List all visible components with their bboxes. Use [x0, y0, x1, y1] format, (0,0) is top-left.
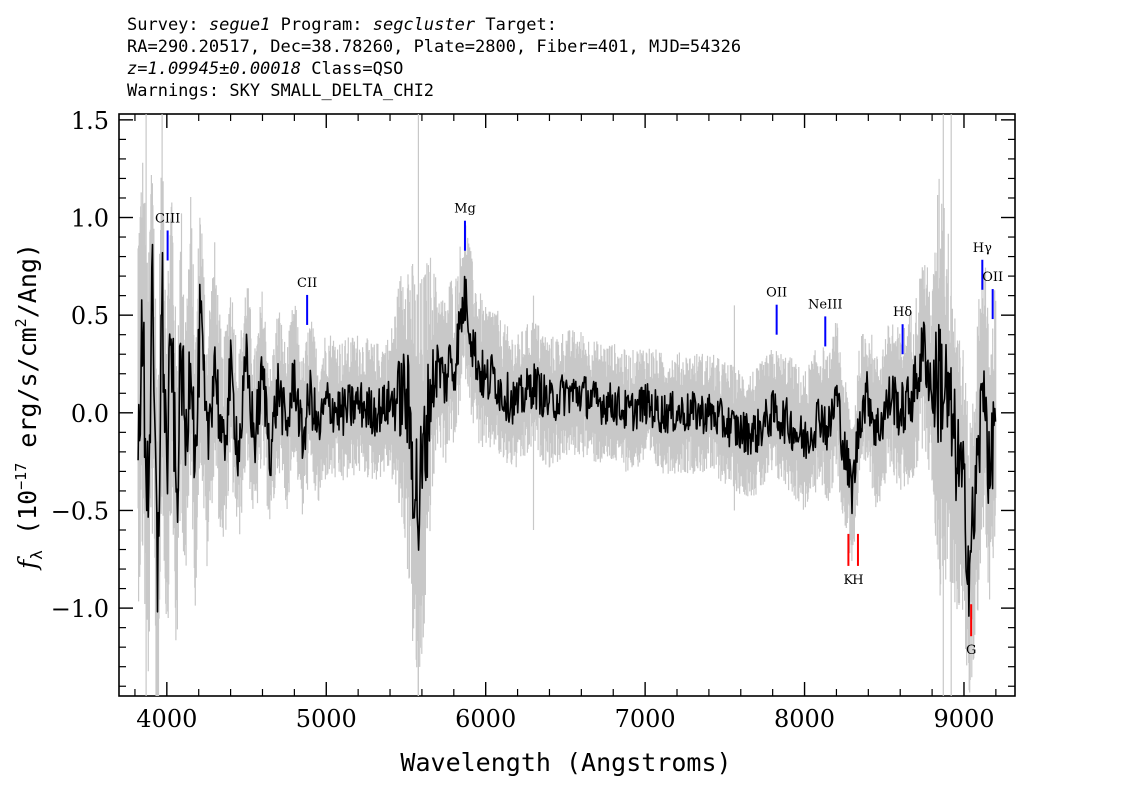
- emission-line-label: OII: [982, 270, 1003, 285]
- y-axis-title: fλ (10−17 erg/s/cm2/Ang): [12, 243, 46, 571]
- absorption-line-label: G: [966, 643, 976, 658]
- y-tick-label: −0.5: [51, 497, 109, 525]
- x-tick-label: 4000: [136, 705, 197, 733]
- x-tick-label: 7000: [615, 705, 676, 733]
- flux-line: [137, 243, 997, 617]
- x-axis-title: Wavelength (Angstroms): [400, 748, 731, 777]
- y-tick-label: 1.5: [71, 107, 109, 135]
- emission-line-label: CII: [297, 276, 317, 291]
- emission-line-label: CIII: [155, 211, 180, 226]
- axes-layer: 4000 5000 6000 7000 8000 9000 −1.0 −0.5 0.0 0.5 1.…: [51, 107, 1016, 733]
- header-warnings: Warnings: SKY SMALL_DELTA_CHI2: [127, 81, 435, 101]
- class-value: Class=QSO: [311, 59, 404, 79]
- x-tick-label: 9000: [933, 705, 994, 733]
- emission-line-label: OII: [766, 286, 787, 301]
- header-coords: RA=290.20517, Dec=38.78260, Plate=2800, …: [127, 37, 742, 57]
- header-line-3: z=1.09945±0.00018 Class=QSO: [127, 58, 741, 80]
- y-tick-label: 1.0: [71, 205, 109, 233]
- plot-frame: [118, 113, 1016, 697]
- y-tick-label: −1.0: [51, 595, 109, 623]
- marks-layer: [137, 114, 997, 696]
- emission-line-label: Hγ: [973, 241, 992, 256]
- absorption-line-label: K: [844, 573, 854, 588]
- emission-line-label: NeIII: [808, 297, 842, 312]
- program-value: segcluster: [372, 15, 476, 35]
- x-tick-label: 6000: [455, 705, 516, 733]
- absorption-line-label: H: [852, 573, 863, 588]
- header-line-1: Survey: segue1 Program: segcluster Targe…: [127, 15, 557, 35]
- emission-line-label: Mg: [454, 202, 476, 217]
- x-tick-label: 5000: [296, 705, 357, 733]
- survey-value: segue1: [208, 15, 271, 35]
- y-tick-label: 0.5: [71, 302, 109, 330]
- emission-line-label: Hδ: [893, 305, 912, 320]
- y-tick-label: 0.0: [71, 400, 109, 428]
- spectrum-header: Survey: segue1 Program: segcluster Targe…: [127, 14, 741, 102]
- x-tick-label: 8000: [774, 705, 835, 733]
- redshift-value: z=1.09945±0.00018: [127, 59, 301, 79]
